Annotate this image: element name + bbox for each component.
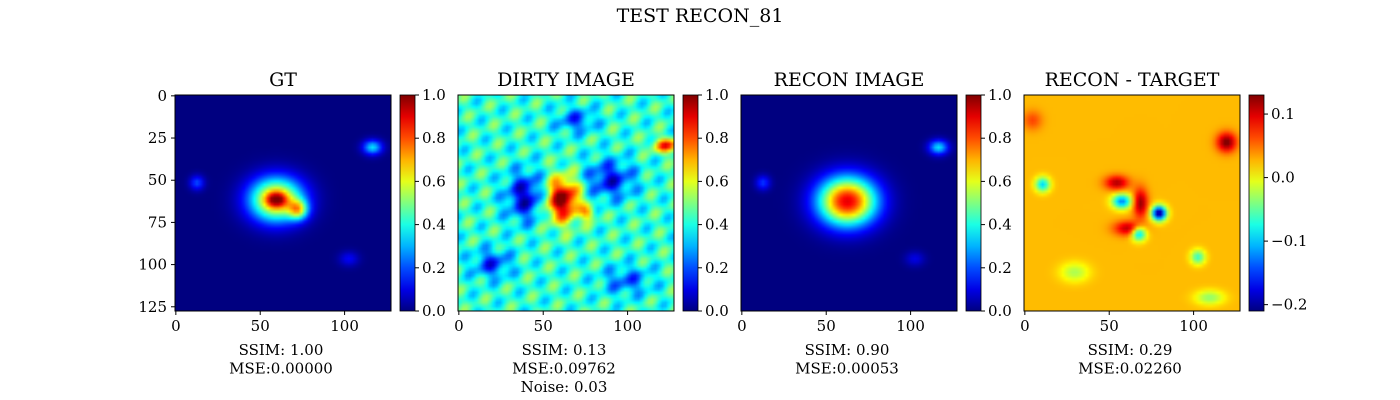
metrics-annotation: SSIM: 1.00 [239, 341, 324, 359]
x-tick-label: 0 [454, 317, 464, 335]
metrics-annotation: MSE:0.09762 [512, 360, 616, 378]
colorbar-tick-label: 0.0 [705, 302, 729, 320]
heatmap-image [741, 95, 957, 311]
subplot-3: RECON IMAGE 0 50 100 0.0 0.2 0.4 0.6 0.8 1.0 SSIM:… [737, 69, 1012, 378]
x-tick-label: 100 [1179, 317, 1208, 335]
y-tick-label: 125 [138, 298, 167, 316]
colorbar-tick-label: 0.0 [422, 302, 446, 320]
colorbar [965, 94, 982, 312]
subplot-title: DIRTY IMAGE [497, 69, 635, 91]
colorbar-tick-label: 0.4 [988, 216, 1012, 234]
colorbar-tick-label: 0.0 [1271, 169, 1295, 187]
metrics-annotation: SSIM: 0.90 [805, 341, 890, 359]
colorbar-tick-label: 0.2 [988, 259, 1012, 277]
axes-frame [174, 94, 392, 312]
colorbar-tick-label: −0.2 [1271, 296, 1307, 314]
heatmap-image [175, 95, 391, 311]
axes-frame [740, 94, 958, 312]
x-tick-label: 100 [896, 317, 925, 335]
y-tick-label: 25 [148, 129, 167, 147]
subplot-title: RECON - TARGET [1045, 69, 1220, 91]
x-tick-label: 100 [613, 317, 642, 335]
colorbar-tick-label: 0.6 [988, 172, 1012, 190]
colorbar-tick-label: 0.6 [422, 172, 446, 190]
colorbar-tick-label: 0.1 [1271, 105, 1295, 123]
colorbar-tick-label: 1.0 [988, 86, 1012, 104]
metrics-annotation: MSE:0.00053 [795, 360, 899, 378]
colorbar-tick-label: 0.0 [988, 302, 1012, 320]
x-tick-label: 100 [330, 317, 359, 335]
x-tick-label: 50 [534, 317, 553, 335]
y-tick-label: 100 [138, 256, 167, 274]
subplot-1: GT 0 50 100 0 25 50 75 100 125 0.0 0.2 0.4 0.6 0.8 1.0 S… [138, 69, 446, 378]
subplot-title: RECON IMAGE [774, 69, 925, 91]
colorbar-tick-label: 0.8 [705, 129, 729, 147]
colorbar-tick-label: 0.8 [422, 129, 446, 147]
colorbar-tick-label: 1.0 [705, 86, 729, 104]
colorbar [1248, 94, 1265, 312]
colorbar-tick-label: 0.4 [705, 216, 729, 234]
colorbar [682, 94, 699, 312]
colorbar-tick-label: 0.4 [422, 216, 446, 234]
x-tick-label: 50 [251, 317, 270, 335]
subplot-2: DIRTY IMAGE 0 50 100 0.0 0.2 0.4 0.6 0.8 1.0 SSIM:… [454, 69, 729, 396]
subplot-title: GT [269, 69, 297, 91]
axes-frame [457, 94, 675, 312]
metrics-annotation: MSE:0.02260 [1078, 360, 1182, 378]
subplot-4: RECON - TARGET 0 50 100 0.1 0.0 −0.1 −0.2 SSIM: … [1020, 69, 1307, 378]
colorbar-tick-label: 0.6 [705, 172, 729, 190]
x-tick-label: 50 [1100, 317, 1119, 335]
colorbar-tick-label: 0.2 [422, 259, 446, 277]
y-tick-label: 0 [157, 87, 167, 105]
metrics-annotation: SSIM: 0.29 [1088, 341, 1173, 359]
colorbar-tick-label: 0.2 [705, 259, 729, 277]
x-tick-label: 0 [1020, 317, 1030, 335]
y-tick-label: 50 [148, 171, 167, 189]
colorbar-tick-label: 1.0 [422, 86, 446, 104]
colorbar-tick-label: −0.1 [1271, 232, 1307, 250]
x-tick-label: 50 [817, 317, 836, 335]
x-tick-label: 0 [737, 317, 747, 335]
x-tick-label: 0 [171, 317, 181, 335]
axes-frame [1023, 94, 1241, 312]
metrics-annotation: SSIM: 0.13 [522, 341, 607, 359]
colorbar-tick-label: 0.8 [988, 129, 1012, 147]
metrics-annotation: MSE:0.00000 [229, 360, 333, 378]
y-tick-label: 75 [148, 213, 167, 231]
metrics-annotation: Noise: 0.03 [521, 378, 608, 396]
figure-title: TEST RECON_81 [616, 5, 784, 27]
colorbar [399, 94, 416, 312]
heatmap-image [1024, 95, 1240, 311]
heatmap-image [458, 95, 674, 311]
